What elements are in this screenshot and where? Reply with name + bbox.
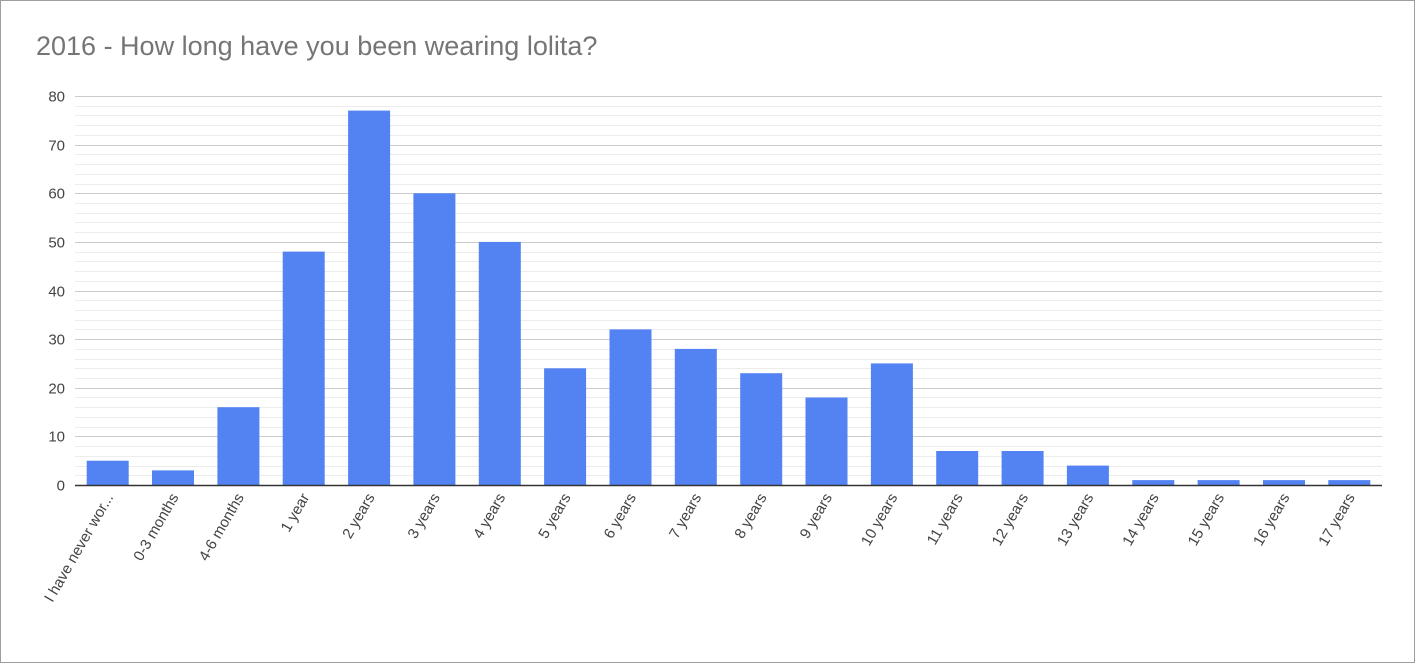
x-tick-label: 15 years (1185, 491, 1228, 549)
y-tick-label: 20 (48, 381, 65, 398)
bar (1197, 480, 1240, 485)
bar (936, 451, 979, 485)
bar (740, 373, 783, 485)
y-tick-label: 60 (48, 186, 65, 203)
bar (1066, 465, 1109, 485)
bar (217, 407, 260, 485)
bar (478, 241, 521, 485)
y-tick-label: 50 (48, 235, 65, 252)
y-tick-label: 0 (57, 478, 65, 495)
x-tick-label: 6 years (601, 491, 640, 542)
bar (1001, 451, 1044, 485)
x-tick-label: 2 years (339, 491, 378, 542)
x-tick-label: 1 year (278, 491, 314, 536)
chart-title: 2016 - How long have you been wearing lo… (36, 31, 598, 61)
bar (282, 251, 325, 485)
x-tick-label: 4 years (470, 491, 509, 542)
x-tick-label: 14 years (1119, 491, 1162, 549)
x-tick-label: 9 years (797, 491, 836, 542)
x-tick-label: 3 years (405, 491, 444, 542)
bar (348, 110, 391, 485)
y-tick-label: 40 (48, 284, 65, 301)
x-tick-label: 13 years (1054, 491, 1097, 549)
bars (86, 110, 1371, 486)
bar (544, 368, 587, 485)
bar (413, 193, 456, 486)
bar (152, 470, 194, 485)
y-tick-label: 70 (48, 138, 65, 155)
bar (609, 329, 652, 485)
y-tick-label: 30 (48, 332, 65, 349)
bar (870, 363, 913, 485)
x-tick-label: 0-3 months (130, 491, 182, 564)
x-tick-label: 7 years (666, 491, 705, 542)
x-tick-label: 10 years (858, 491, 901, 549)
x-tick-label: 5 years (535, 491, 574, 542)
x-tick-label: 4-6 months (196, 491, 248, 564)
major-gridlines (75, 96, 1382, 437)
bar (805, 397, 848, 485)
bar (1132, 480, 1175, 485)
bar (674, 348, 717, 485)
x-tick-label: 17 years (1315, 491, 1358, 549)
x-axis-tick-labels: I have never wor... 0-3 months 4-6 months 1… (41, 491, 1359, 606)
bar (86, 460, 129, 485)
x-tick-label: 16 years (1250, 491, 1293, 549)
y-axis-tick-labels: 0 10 20 30 40 50 60 70 80 (48, 89, 65, 495)
x-tick-label: I have never wor... (41, 491, 117, 606)
bar (1263, 480, 1305, 485)
x-tick-label: 8 years (731, 491, 770, 542)
bar (1328, 480, 1371, 485)
y-tick-label: 80 (48, 89, 65, 106)
y-tick-label: 10 (48, 429, 65, 446)
x-tick-label: 11 years (924, 491, 967, 548)
x-tick-label: 12 years (989, 491, 1032, 549)
